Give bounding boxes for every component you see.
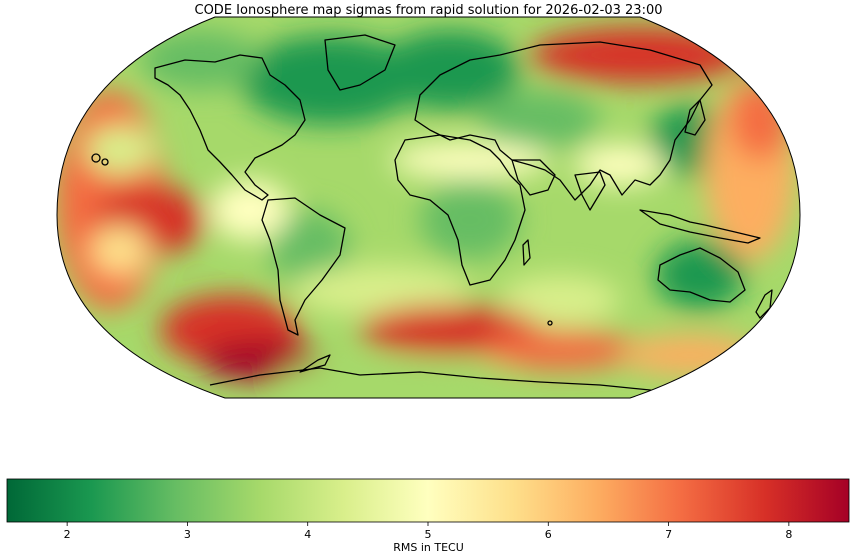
india-coast	[574, 171, 606, 211]
new-zealand-coast	[755, 289, 773, 319]
antarctic-peninsula-coast	[299, 354, 331, 373]
colorbar-tick-marks	[66, 522, 790, 526]
north-america-coast	[154, 54, 306, 201]
colorbar-tick-label: 3	[183, 528, 191, 541]
japan-coast	[684, 99, 706, 136]
colorbar-tick-label: 7	[665, 528, 673, 541]
greenland-coast	[324, 34, 396, 91]
colorbar-tick-label: 6	[544, 528, 552, 541]
australia-coast	[657, 247, 746, 303]
colorbar-tick-label: 4	[304, 528, 312, 541]
arabia-coast	[511, 159, 556, 196]
colorbar	[6, 478, 850, 526]
colorbar-tick-label: 5	[424, 528, 432, 541]
colorbar-gradient	[6, 478, 850, 523]
indonesia-coast	[639, 209, 761, 244]
eurasia-coast	[414, 41, 713, 201]
colorbar-tick-label: 2	[63, 528, 71, 541]
africa-coast	[394, 134, 526, 286]
madagascar-coast	[522, 239, 531, 266]
south-america-coast	[261, 197, 346, 336]
antarctica-coast	[209, 367, 681, 398]
coastlines	[91, 34, 773, 398]
colorbar-tick-label: 8	[785, 528, 793, 541]
colorbar-label: RMS in TECU	[393, 541, 464, 554]
map-title: CODE Ionosphere map sigmas from rapid so…	[194, 3, 663, 18]
